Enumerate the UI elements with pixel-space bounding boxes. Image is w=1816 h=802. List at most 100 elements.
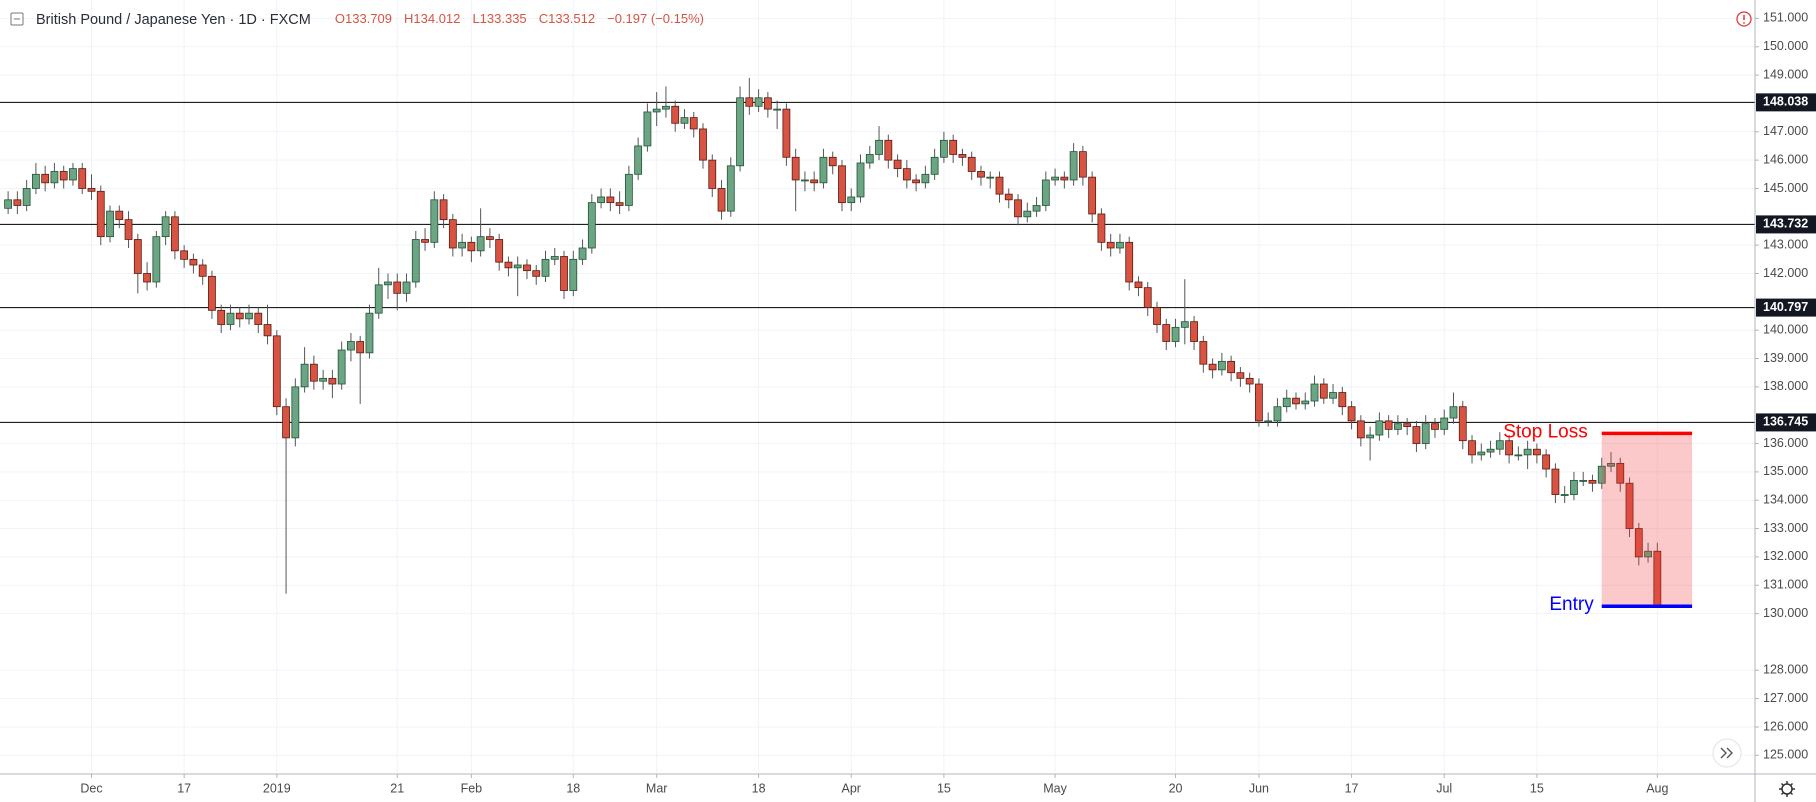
candle-body (967, 156, 976, 172)
candle-body (1394, 423, 1402, 430)
legend-high: H134.012 (404, 11, 460, 26)
x-tick-label: May (1043, 781, 1067, 795)
candle-body (662, 105, 670, 110)
candle-body (1106, 241, 1115, 249)
candle (356, 335, 365, 404)
candle-body (1449, 406, 1458, 419)
x-tick-label: Aug (1646, 781, 1668, 795)
candle (1514, 446, 1523, 461)
candle (838, 160, 846, 212)
candle (1097, 208, 1106, 251)
candle (930, 148, 939, 180)
candle (1301, 392, 1310, 410)
candle-body (856, 162, 865, 198)
candle-body (1329, 392, 1337, 399)
candle (208, 270, 216, 319)
legend: British Pound / Japanese Yen · 1D · FXCM… (36, 11, 704, 27)
candle (1004, 188, 1013, 209)
candle-body (319, 377, 328, 382)
candle-body (115, 210, 124, 221)
warning-icon[interactable] (1736, 11, 1752, 27)
candle-body (393, 281, 402, 294)
candle-body (847, 196, 856, 204)
candle-body (1625, 482, 1634, 529)
candle-body (328, 377, 337, 385)
candle (4, 191, 13, 214)
candle (745, 77, 754, 115)
candle (773, 100, 782, 129)
candle-body (615, 202, 624, 206)
candle-body (1607, 462, 1615, 467)
settings-button[interactable] (1779, 781, 1795, 797)
y-tick-label: 132.000 (1763, 549, 1808, 563)
candle-body (235, 312, 244, 320)
candle-body (495, 239, 504, 263)
x-tick-label: Mar (646, 781, 668, 795)
candle (791, 148, 800, 212)
candle (1394, 415, 1402, 436)
candle-body (198, 264, 207, 277)
candle-body (1532, 448, 1541, 456)
candle (763, 92, 772, 118)
candle (245, 304, 253, 325)
candle (893, 154, 902, 178)
candle (1607, 452, 1615, 472)
candle (810, 171, 819, 192)
candle-body (958, 154, 967, 158)
candle (1051, 168, 1059, 186)
candle-body (448, 219, 457, 249)
candle-body (1069, 151, 1078, 181)
candle (78, 162, 87, 195)
candle (782, 103, 791, 166)
candle (1282, 389, 1291, 413)
candle-body (1338, 392, 1347, 408)
candle (1264, 412, 1273, 427)
scroll-button[interactable] (1712, 738, 1742, 768)
level-label: 140.797 (1763, 300, 1808, 314)
candle (1634, 522, 1643, 566)
level-label-box (1756, 298, 1816, 317)
candle (671, 100, 680, 132)
risk-zone (1601, 433, 1693, 607)
candle-body (1301, 400, 1310, 405)
candle-body (1134, 281, 1143, 289)
candle (347, 333, 355, 362)
level-label-box (1756, 93, 1816, 112)
candle-body (1041, 179, 1050, 206)
candle (1366, 426, 1375, 461)
candle (32, 162, 40, 195)
candle (1458, 401, 1467, 450)
legend-low: L133.335 (472, 11, 526, 26)
candle-body (1366, 434, 1375, 439)
candle (1088, 171, 1097, 223)
candle (847, 188, 856, 212)
collapse-icon[interactable] (10, 12, 24, 26)
candle-body (1505, 440, 1513, 456)
candle (1106, 233, 1115, 257)
candle-body (96, 190, 105, 238)
candle-body (587, 202, 596, 249)
candle-body (282, 406, 290, 439)
candle-body (523, 264, 531, 272)
y-tick-label: 140.000 (1763, 322, 1808, 336)
x-tick-label: 20 (1169, 781, 1183, 795)
candle-body (4, 199, 13, 209)
candle-body (782, 108, 791, 158)
x-tick-label: 15 (1530, 781, 1544, 795)
y-tick-label: 142.000 (1763, 266, 1808, 280)
candle-body (1412, 426, 1421, 444)
candle (708, 154, 717, 197)
candle-body (365, 312, 374, 354)
candle (624, 165, 633, 212)
candle-body (1078, 151, 1087, 178)
candle (1134, 276, 1143, 297)
candle-body (1588, 479, 1597, 484)
warning-icon-dot (1743, 22, 1745, 24)
candle (161, 211, 170, 246)
candle (1644, 542, 1652, 563)
y-tick-label: 146.000 (1763, 152, 1808, 166)
candle (940, 131, 948, 163)
candle (115, 205, 124, 229)
scroll-button-circle[interactable] (1712, 738, 1742, 768)
y-tick-label: 151.000 (1763, 11, 1808, 25)
